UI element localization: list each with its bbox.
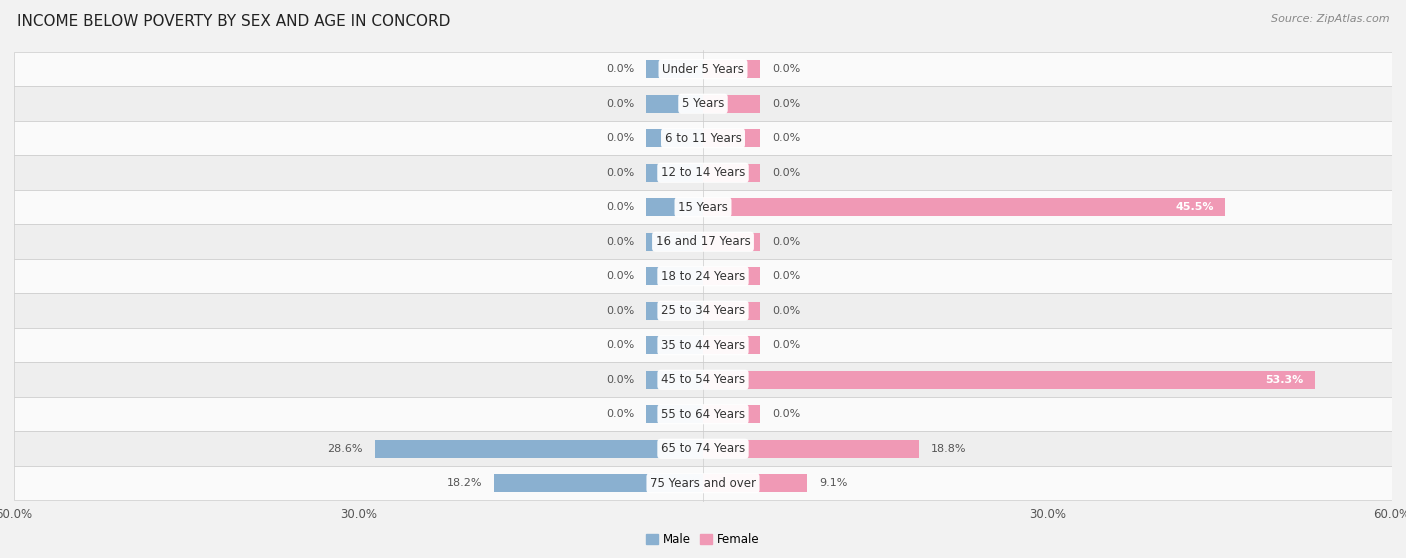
FancyBboxPatch shape [14, 397, 1392, 431]
Bar [645, 95, 703, 113]
FancyBboxPatch shape [14, 466, 1392, 501]
Text: 0.0%: 0.0% [772, 168, 800, 177]
Text: 53.3%: 53.3% [1265, 375, 1303, 384]
Text: 18 to 24 Years: 18 to 24 Years [661, 270, 745, 283]
Bar [703, 129, 761, 147]
Bar [703, 233, 761, 251]
Text: 0.0%: 0.0% [606, 133, 634, 143]
Text: 0.0%: 0.0% [772, 409, 800, 419]
Text: 0.0%: 0.0% [606, 375, 634, 384]
FancyBboxPatch shape [14, 52, 1392, 86]
Text: 18.8%: 18.8% [931, 444, 966, 454]
Text: 6 to 11 Years: 6 to 11 Years [665, 132, 741, 145]
Text: 12 to 14 Years: 12 to 14 Years [661, 166, 745, 179]
FancyBboxPatch shape [14, 259, 1392, 294]
Text: 16 and 17 Years: 16 and 17 Years [655, 235, 751, 248]
Text: 18.2%: 18.2% [447, 478, 482, 488]
Bar [645, 405, 703, 423]
Bar [645, 60, 703, 78]
Text: 35 to 44 Years: 35 to 44 Years [661, 339, 745, 352]
Bar [645, 302, 703, 320]
Text: 0.0%: 0.0% [772, 306, 800, 316]
Text: 9.1%: 9.1% [818, 478, 848, 488]
Text: 28.6%: 28.6% [328, 444, 363, 454]
Bar [494, 474, 703, 492]
Bar [703, 336, 761, 354]
FancyBboxPatch shape [14, 121, 1392, 156]
FancyBboxPatch shape [14, 224, 1392, 259]
Text: INCOME BELOW POVERTY BY SEX AND AGE IN CONCORD: INCOME BELOW POVERTY BY SEX AND AGE IN C… [17, 14, 450, 29]
Text: Source: ZipAtlas.com: Source: ZipAtlas.com [1271, 14, 1389, 24]
Text: 55 to 64 Years: 55 to 64 Years [661, 408, 745, 421]
Bar [645, 336, 703, 354]
Bar [645, 198, 703, 216]
Text: 0.0%: 0.0% [772, 340, 800, 350]
Bar [703, 440, 920, 458]
Text: 0.0%: 0.0% [606, 99, 634, 109]
Text: 0.0%: 0.0% [606, 340, 634, 350]
Text: Under 5 Years: Under 5 Years [662, 62, 744, 76]
Bar [703, 198, 1226, 216]
Bar [645, 163, 703, 182]
Legend: Male, Female: Male, Female [647, 533, 759, 546]
Text: 75 Years and over: 75 Years and over [650, 477, 756, 490]
Text: 45 to 54 Years: 45 to 54 Years [661, 373, 745, 386]
FancyBboxPatch shape [14, 431, 1392, 466]
FancyBboxPatch shape [14, 156, 1392, 190]
Bar [703, 267, 761, 285]
FancyBboxPatch shape [14, 328, 1392, 363]
Text: 0.0%: 0.0% [606, 271, 634, 281]
Bar [703, 371, 1315, 389]
Bar [703, 474, 807, 492]
Text: 0.0%: 0.0% [772, 133, 800, 143]
Bar [374, 440, 703, 458]
Text: 0.0%: 0.0% [772, 64, 800, 74]
Text: 0.0%: 0.0% [606, 306, 634, 316]
Bar [703, 405, 761, 423]
Text: 0.0%: 0.0% [606, 409, 634, 419]
Bar [645, 267, 703, 285]
Text: 0.0%: 0.0% [606, 64, 634, 74]
FancyBboxPatch shape [14, 363, 1392, 397]
Text: 0.0%: 0.0% [606, 237, 634, 247]
Text: 15 Years: 15 Years [678, 201, 728, 214]
Text: 25 to 34 Years: 25 to 34 Years [661, 304, 745, 317]
Text: 0.0%: 0.0% [772, 99, 800, 109]
Text: 0.0%: 0.0% [606, 202, 634, 212]
FancyBboxPatch shape [14, 86, 1392, 121]
Bar [703, 302, 761, 320]
Bar [645, 371, 703, 389]
Bar [645, 129, 703, 147]
Text: 45.5%: 45.5% [1175, 202, 1213, 212]
Bar [645, 233, 703, 251]
FancyBboxPatch shape [14, 190, 1392, 224]
Text: 0.0%: 0.0% [606, 168, 634, 177]
Bar [703, 163, 761, 182]
Text: 0.0%: 0.0% [772, 271, 800, 281]
Text: 65 to 74 Years: 65 to 74 Years [661, 442, 745, 455]
Bar [703, 95, 761, 113]
FancyBboxPatch shape [14, 294, 1392, 328]
Bar [703, 60, 761, 78]
Text: 0.0%: 0.0% [772, 237, 800, 247]
Text: 5 Years: 5 Years [682, 97, 724, 110]
